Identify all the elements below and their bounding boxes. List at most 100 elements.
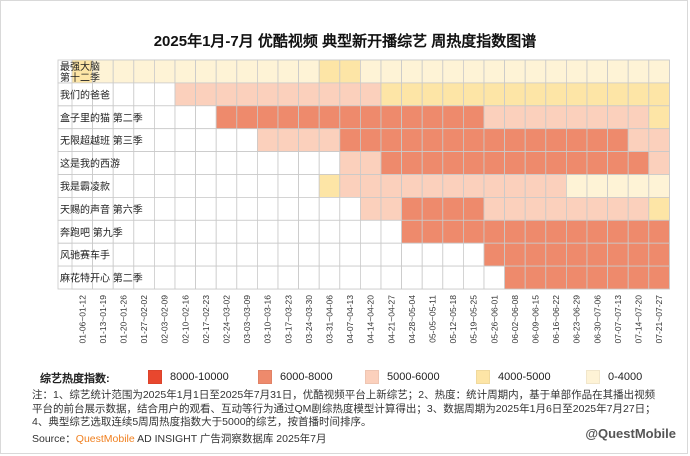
heatmap-cell — [566, 219, 588, 244]
heatmap-cell — [133, 174, 155, 198]
heatmap-cell — [339, 59, 361, 84]
heatmap-cell — [236, 105, 258, 130]
heatmap-cell — [298, 242, 320, 267]
heatmap-cell — [483, 174, 506, 198]
heatmap-cell — [442, 174, 464, 198]
heatmap-cell — [586, 265, 609, 290]
heatmap-cell — [648, 105, 670, 130]
heatmap-cell — [607, 242, 629, 267]
heatmap-cell — [236, 128, 258, 152]
heatmap-cell — [524, 265, 547, 290]
heatmap-cell — [380, 242, 403, 267]
heatmap-cell — [442, 128, 464, 152]
heatmap-cell — [421, 105, 444, 130]
heatmap-cell — [339, 82, 361, 107]
heatmap-cell — [627, 59, 650, 84]
column-label: 01-27~02-02 — [139, 295, 149, 344]
heatmap-cell — [504, 151, 526, 175]
heatmap-cell — [195, 82, 217, 107]
heatmap-cell — [483, 128, 506, 152]
heatmap-cell — [627, 105, 650, 130]
heatmap-cell — [442, 151, 464, 175]
heatmap-cell — [359, 59, 382, 84]
heatmap-cell — [359, 265, 382, 290]
source-line: Source：QuestMobile AD INSIGHT 广告洞察数据库 20… — [32, 431, 327, 446]
heatmap-cell — [524, 219, 547, 244]
source-brand: QuestMobile — [75, 433, 135, 445]
legend-title: 综艺热度指数: — [40, 373, 110, 385]
column-label: 07-14~07-20 — [634, 295, 644, 344]
heatmap-cell — [256, 59, 279, 84]
heatmap-cell — [277, 242, 300, 267]
heatmap-cell — [318, 128, 341, 152]
column-label: 01-20~01-26 — [119, 295, 129, 344]
heatmap-cell — [153, 151, 176, 175]
heatmap-cell — [153, 242, 176, 267]
legend-item-6000-8000: 6000-8000 — [258, 369, 333, 385]
heatmap-cell — [133, 219, 155, 244]
heatmap-cell — [195, 105, 217, 130]
heatmap-cell — [648, 265, 670, 290]
heatmap-cell — [380, 128, 403, 152]
column-label: 06-30~07-06 — [592, 295, 602, 344]
heatmap-cell — [401, 196, 423, 221]
heatmap-cell — [462, 242, 485, 267]
heatmap-cell — [545, 105, 567, 130]
heatmap-cell — [607, 128, 629, 152]
legend-label-5000-6000: 5000-6000 — [387, 371, 440, 383]
heatmap-cell — [607, 105, 629, 130]
heatmap-cell — [648, 174, 670, 198]
column-label: 01-13~01-19 — [98, 295, 108, 344]
heatmap-cell — [504, 174, 526, 198]
heatmap-cell — [153, 219, 176, 244]
column-label: 01-06~01-12 — [77, 295, 87, 344]
heatmap-cell — [442, 105, 464, 130]
heatmap-cell — [586, 151, 609, 175]
heatmap-cell — [401, 105, 423, 130]
heatmap-cell — [174, 265, 197, 290]
heatmap-cell — [318, 82, 341, 107]
heatmap-cell — [174, 242, 197, 267]
heatmap-cell — [648, 242, 670, 267]
heatmap-cell — [462, 128, 485, 152]
heatmap-cell — [648, 59, 670, 84]
heatmap-cell — [442, 265, 464, 290]
heatmap-cell — [380, 265, 403, 290]
heatmap-cell — [236, 242, 258, 267]
row-label: 我们的爸爸 — [60, 88, 110, 101]
heatmap-cell — [215, 82, 238, 107]
heatmap-cell — [318, 219, 341, 244]
column-label: 04-07~04-13 — [345, 295, 355, 344]
heatmap-cell — [401, 219, 423, 244]
heatmap-cell — [421, 151, 444, 175]
heatmap-cell — [359, 128, 382, 152]
legend-item-0-4000: 0-4000 — [586, 369, 642, 385]
heatmap-cell — [236, 219, 258, 244]
legend-label-8000-10000: 8000-10000 — [170, 371, 229, 383]
heatmap-cell — [524, 82, 547, 107]
heatmap-cell — [627, 219, 650, 244]
column-label: 03-03~03-09 — [242, 295, 252, 344]
heatmap-cell — [318, 265, 341, 290]
row-label: 天赐的声音 第六季 — [60, 203, 143, 216]
footer-logo: @QuestMobile — [585, 426, 676, 441]
heatmap-cell — [236, 82, 258, 107]
heatmap-cell — [401, 59, 423, 84]
source-prefix: Source： — [32, 433, 76, 445]
heatmap-cell — [236, 151, 258, 175]
heatmap-cell — [504, 265, 526, 290]
row-label: 奔跑吧 第九季 — [60, 226, 123, 239]
heatmap-cell — [174, 105, 197, 130]
legend-swatch-4000-5000 — [476, 370, 490, 384]
heatmap-cell — [256, 242, 279, 267]
legend-swatch-8000-10000 — [148, 370, 162, 384]
heatmap-cell — [586, 196, 609, 221]
heatmap-cell — [421, 265, 444, 290]
heatmap-cell — [195, 151, 217, 175]
heatmap-cell — [648, 219, 670, 244]
heatmap-cell — [421, 128, 444, 152]
heatmap-cell — [174, 174, 197, 198]
heatmap-cell — [133, 151, 155, 175]
heatmap-cell — [339, 196, 361, 221]
row-label: 最强大脑第十二季 — [60, 60, 100, 84]
